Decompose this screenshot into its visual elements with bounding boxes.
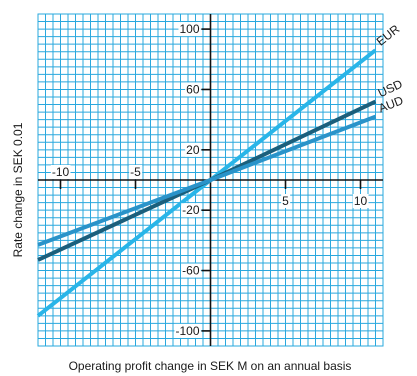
x-tick-label: 10	[354, 194, 368, 208]
series-lines	[36, 48, 377, 318]
y-tick-label-bg	[181, 263, 201, 278]
y-tick-label: -60	[182, 264, 200, 278]
y-tick-label-bg	[185, 82, 201, 97]
x-tick-label: 5	[282, 194, 289, 208]
x-tick-label-bg	[281, 194, 291, 208]
series-line-aud	[37, 114, 377, 247]
y-tick-label: 20	[186, 143, 200, 157]
y-tick-label: -100	[175, 324, 199, 338]
x-tick-label-bg	[352, 194, 369, 208]
y-tick-label-bg	[181, 203, 201, 218]
x-tick-label: -10	[52, 165, 70, 179]
y-tick-label-bg	[185, 142, 201, 157]
y-tick-label-bg	[178, 22, 201, 37]
series-label-eur: EUR	[374, 22, 403, 49]
x-tick-label-bg	[50, 165, 71, 179]
y-axis-title: Rate change in SEK 0.01	[11, 122, 25, 257]
tick-labels: 100 60 20 -20 -60 -100 -10 -5 5 10	[50, 22, 369, 338]
y-tick-label: 100	[179, 22, 199, 36]
y-tick-label-bg	[174, 323, 201, 338]
x-axis-title: Operating profit change in SEK M on an a…	[69, 359, 352, 373]
x-tick-label-bg	[129, 165, 143, 179]
y-tick-label: -20	[182, 203, 200, 217]
x-tick-label: -5	[130, 165, 141, 179]
y-tick-label: 60	[186, 82, 200, 96]
